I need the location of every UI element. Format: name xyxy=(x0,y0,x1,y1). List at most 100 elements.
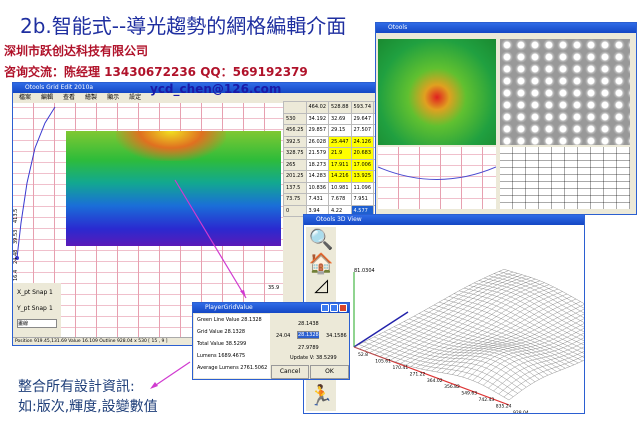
mesh-line xyxy=(410,286,554,367)
mesh-line xyxy=(473,282,584,333)
mesh-line xyxy=(472,328,584,381)
z-label: 81.0304 xyxy=(354,268,375,274)
table-cell[interactable]: 10.836 xyxy=(305,181,329,194)
mesh-line xyxy=(428,307,575,365)
mesh-line xyxy=(463,287,584,341)
maximize-button[interactable] xyxy=(330,304,338,312)
cancel-button[interactable]: Cancel xyxy=(271,365,309,379)
table-cell[interactable]: 10.981 xyxy=(328,181,352,194)
list-item: Green Line Value 28.1328 xyxy=(197,317,262,323)
mesh-line xyxy=(498,351,584,395)
window-title: Otools xyxy=(388,24,408,31)
mesh-line xyxy=(493,273,584,314)
info-list[interactable]: Green Line Value 28.1328 Grid Value 28.1… xyxy=(194,314,270,378)
center-value-input[interactable]: 28.1328 xyxy=(297,331,319,339)
table-cell[interactable]: 13.925 xyxy=(350,170,374,183)
x-snap-label: X_pt Snap xyxy=(17,289,48,296)
table-cell[interactable]: 18.273 xyxy=(305,158,329,171)
curve-plot xyxy=(377,147,497,209)
x-tick-label: 549.63 xyxy=(461,391,477,397)
mesh-line xyxy=(369,273,518,353)
table-cell[interactable]: 29.857 xyxy=(305,124,329,137)
mesh-line xyxy=(358,344,514,397)
slide-title: 2b.智能式--導光趨勢的網格編輯介面 xyxy=(20,14,347,38)
table-cell[interactable]: 17.911 xyxy=(328,158,352,171)
table-cell[interactable]: 11.096 xyxy=(350,181,374,194)
x-tick-label: 170.41 xyxy=(392,365,408,371)
mesh-line xyxy=(374,274,523,355)
mesh-line xyxy=(488,275,584,318)
menu-bar: 檔案 編輯 查看 繪製 顯示 設定 xyxy=(13,93,389,103)
mesh-line xyxy=(488,342,584,389)
left-value: 24.04 xyxy=(276,333,291,339)
ok-button[interactable]: OK xyxy=(310,365,349,379)
menu-display[interactable]: 顯示 xyxy=(107,94,120,101)
table-cell[interactable]: 7.431 xyxy=(305,193,329,206)
update-value: Update V: 38.5299 xyxy=(290,355,337,361)
value-table: 464.02528.88593.74658.653034.19232.6929.… xyxy=(283,101,397,217)
x-tick-label: 364.02 xyxy=(427,378,443,384)
caption-line-1: 整合所有設計資訊: xyxy=(18,379,135,395)
axis-label: 24.48 xyxy=(13,249,19,264)
mode-select[interactable]: 畫線 xyxy=(17,319,57,328)
table-cell[interactable]: 32.69 xyxy=(328,112,352,125)
row-header: 328.75 xyxy=(283,147,307,160)
window-title: Otools Grid Edit 2010a xyxy=(25,84,94,91)
mesh-line xyxy=(415,288,559,368)
list-item: Lumens 1689.4675 xyxy=(197,353,246,359)
x-tick-label: 356.82 xyxy=(444,384,460,390)
table-cell[interactable]: 29.15 xyxy=(328,124,352,137)
email: ycd_chen@126.com xyxy=(150,82,282,96)
table-cell[interactable]: 24.126 xyxy=(350,135,374,148)
menu-view[interactable]: 查看 xyxy=(63,94,76,101)
dialog-title: PlayerGridValue xyxy=(205,304,253,311)
home-icon[interactable]: 🏠 xyxy=(308,251,334,275)
mesh-line xyxy=(364,271,514,351)
row-header: 73.75 xyxy=(283,193,307,206)
x-snap-stepper[interactable]: 1 xyxy=(49,289,53,296)
table-cell[interactable]: 21.579 xyxy=(305,147,329,160)
menu-edit[interactable]: 編輯 xyxy=(41,94,54,101)
plane-icon[interactable]: ◿ xyxy=(314,275,328,296)
zoom-icon[interactable]: 🔍 xyxy=(308,227,334,251)
list-item: Total Value 38.5299 xyxy=(197,341,247,347)
close-button[interactable] xyxy=(339,304,347,312)
x-tick-label: 105.61 xyxy=(375,358,391,364)
table-cell[interactable]: 21.9 xyxy=(328,147,352,160)
mesh-line xyxy=(508,360,584,401)
x-tick-label: 835.24 xyxy=(496,404,512,410)
bottom-value: 27.9789 xyxy=(298,345,319,351)
table-cell[interactable]: 14.283 xyxy=(305,170,329,183)
y-snap-stepper[interactable]: 1 xyxy=(49,305,53,312)
title-bar: Otools Grid Edit 2010a xyxy=(13,83,389,93)
table-cell[interactable]: 26.028 xyxy=(305,135,329,148)
mesh-line xyxy=(478,280,584,328)
menu-settings[interactable]: 設定 xyxy=(129,94,142,101)
table-cell[interactable]: 27.507 xyxy=(350,124,374,137)
menu-file[interactable]: 檔案 xyxy=(19,94,32,101)
right-value: 35.9 xyxy=(268,285,280,291)
caption-line-2: 如:版次,輝度,設變數值 xyxy=(18,399,158,415)
table-cell[interactable]: 25.447 xyxy=(328,135,352,148)
menu-draw[interactable]: 繪製 xyxy=(85,94,98,101)
row-header: 456.25 xyxy=(283,124,307,137)
run-icon[interactable]: 🏃 xyxy=(308,383,334,407)
table-cell[interactable]: 14.216 xyxy=(328,170,352,183)
table-cell[interactable]: 29.647 xyxy=(350,112,374,125)
column-header: 528.88 xyxy=(328,101,352,114)
mesh-line xyxy=(477,332,584,383)
mesh-line xyxy=(483,337,584,386)
dot-pattern-preview xyxy=(500,39,630,145)
mesh-line xyxy=(493,346,584,392)
title-bar: PlayerGridValue xyxy=(193,303,349,313)
title-bar: Otools 3D View xyxy=(304,215,584,225)
table-cell[interactable]: 7.951 xyxy=(350,193,374,206)
table-cell[interactable]: 17.006 xyxy=(350,158,374,171)
minimize-button[interactable] xyxy=(321,304,329,312)
table-cell[interactable]: 34.192 xyxy=(305,112,329,125)
view3d-window: Otools 3D View 🔍 🏠 ◿ 🏃 81.0304 52.8 105.6… xyxy=(303,214,585,414)
table-cell[interactable]: 7.678 xyxy=(328,193,352,206)
table-cell[interactable]: 20.683 xyxy=(350,147,374,160)
